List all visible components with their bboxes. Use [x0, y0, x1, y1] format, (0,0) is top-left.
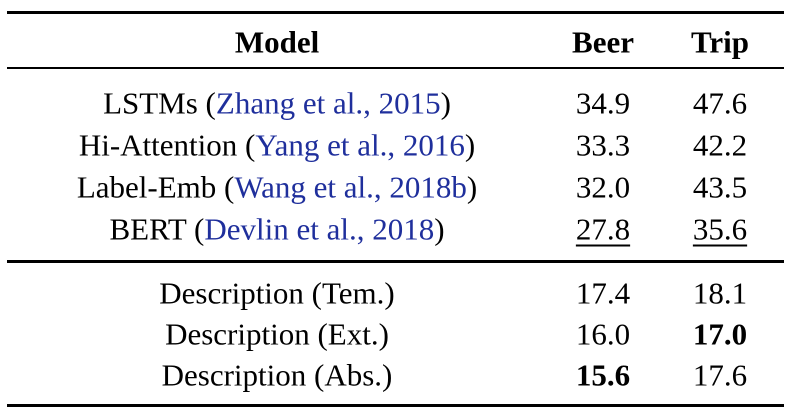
- header-cell: Beer: [572, 24, 634, 60]
- model-text: ): [434, 211, 445, 247]
- model-text: Hi-Attention (: [78, 127, 256, 163]
- score-cell: 42.2: [692, 127, 748, 163]
- score-cell: 17.6: [692, 357, 748, 393]
- model-text: ): [466, 169, 478, 205]
- citation: Yang et al., 2016: [255, 127, 465, 163]
- model-text: LSTMs (: [103, 85, 216, 121]
- model-cell: Description (Ext.): [165, 319, 389, 350]
- model-text: Description (Ext.): [165, 316, 389, 352]
- citation: Wang et al., 2018b: [234, 169, 467, 205]
- model-cell: Description (Tem.): [159, 278, 394, 309]
- score-cell: 15.6: [575, 357, 631, 393]
- score-cell: 17.4: [575, 275, 631, 311]
- score-cell: 17.0: [692, 316, 748, 352]
- citation: Zhang et al., 2015: [215, 85, 441, 121]
- model-text: Description (Tem.): [159, 275, 395, 311]
- header-cell: Trip: [691, 24, 749, 60]
- model-text: Description (Abs.): [161, 357, 393, 393]
- score-cell: 43.5: [692, 169, 748, 205]
- model-cell: LSTMs (Zhang et al., 2015): [103, 88, 451, 119]
- score-cell: 47.6: [692, 85, 748, 121]
- score-cell: 32.0: [575, 169, 631, 205]
- score-cell: 34.9: [575, 85, 631, 121]
- bottom-rule: [7, 404, 784, 407]
- model-cell: Label-Emb (Wang et al., 2018b): [77, 172, 477, 203]
- model-cell: BERT (Devlin et al., 2018): [109, 214, 444, 245]
- score-cell: 35.6: [692, 211, 748, 247]
- model-text: ): [464, 127, 476, 163]
- header-cell: Model: [234, 24, 320, 60]
- score-cell: 16.0: [575, 316, 631, 352]
- header-rule: [7, 67, 784, 69]
- model-cell: Hi-Attention (Yang et al., 2016): [79, 130, 475, 161]
- group-rule: [7, 260, 784, 263]
- model-cell: Description (Abs.): [162, 360, 393, 391]
- top-rule: [7, 11, 784, 14]
- model-text: Label-Emb (: [76, 169, 235, 205]
- score-cell: 33.3: [575, 127, 631, 163]
- model-text: ): [440, 85, 451, 121]
- citation: Devlin et al., 2018: [204, 211, 435, 247]
- score-cell: 27.8: [575, 211, 631, 247]
- model-text: BERT (: [109, 211, 205, 247]
- score-cell: 18.1: [692, 275, 748, 311]
